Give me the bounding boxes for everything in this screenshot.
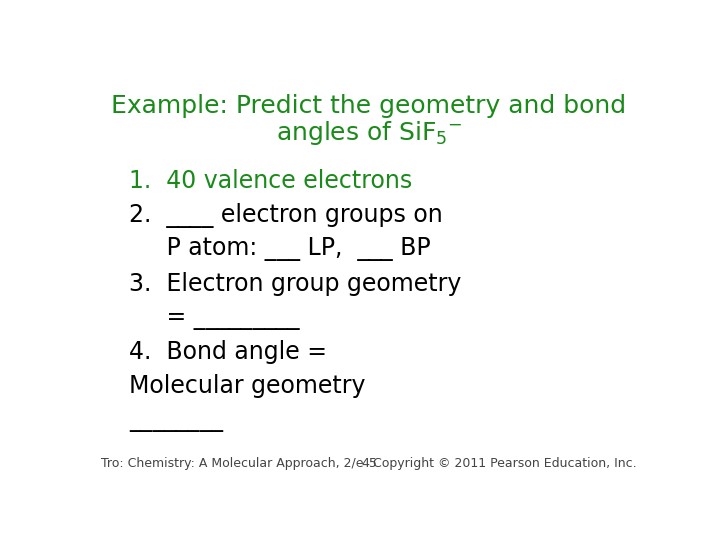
Text: Copyright © 2011 Pearson Education, Inc.: Copyright © 2011 Pearson Education, Inc. bbox=[373, 457, 637, 470]
Text: 4.  Bond angle =: 4. Bond angle = bbox=[129, 340, 327, 364]
Text: Tro: Chemistry: A Molecular Approach, 2/e: Tro: Chemistry: A Molecular Approach, 2/… bbox=[101, 457, 364, 470]
Text: 2.  ____ electron groups on: 2. ____ electron groups on bbox=[129, 203, 443, 228]
Text: 3.  Electron group geometry: 3. Electron group geometry bbox=[129, 272, 462, 295]
Text: = _________: = _________ bbox=[129, 306, 300, 329]
Text: Molecular geometry: Molecular geometry bbox=[129, 374, 366, 398]
Text: ________: ________ bbox=[129, 408, 223, 432]
Text: 1.  40 valence electrons: 1. 40 valence electrons bbox=[129, 169, 413, 193]
Text: angles of SiF$_{5}$$^{-}$: angles of SiF$_{5}$$^{-}$ bbox=[276, 119, 462, 147]
Text: Example: Predict the geometry and bond: Example: Predict the geometry and bond bbox=[112, 94, 626, 118]
Text: 45: 45 bbox=[361, 457, 377, 470]
Text: P atom: ___ LP,  ___ BP: P atom: ___ LP, ___ BP bbox=[129, 238, 431, 261]
